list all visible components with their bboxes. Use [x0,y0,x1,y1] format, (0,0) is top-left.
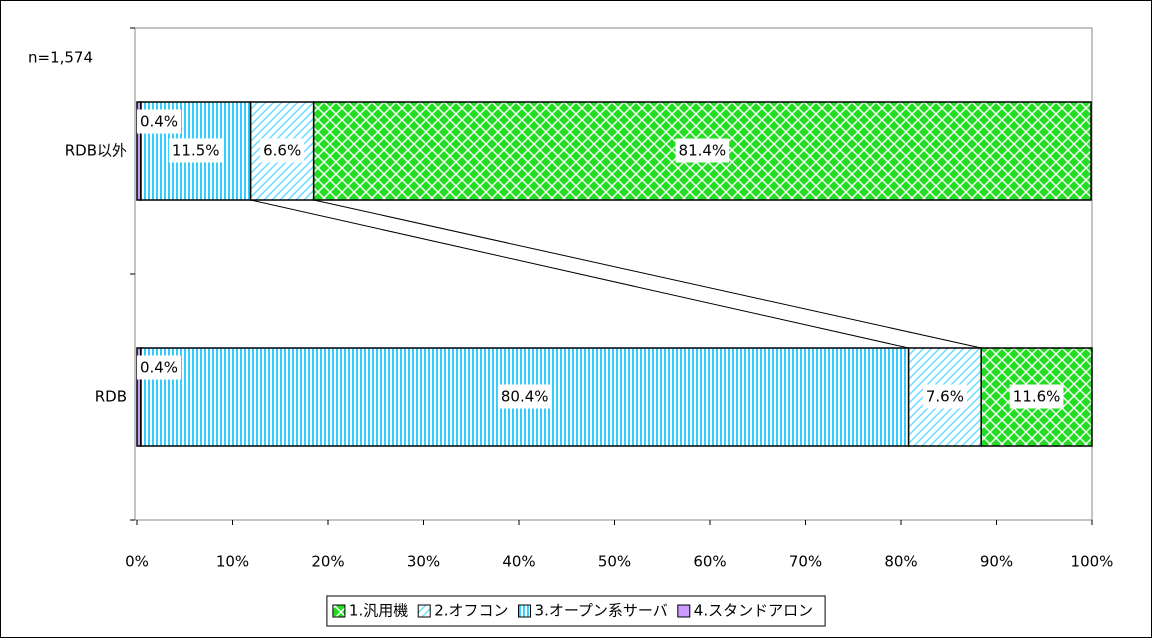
legend-box [326,595,826,627]
legend-swatch [518,604,532,618]
legend-label: 3.オープン系サーバ [535,602,668,620]
data-label-bg [1009,384,1064,409]
category-label: RDB [95,388,127,406]
data-label: 6.6% [263,142,301,160]
x-tick-label: 60% [693,553,726,571]
x-tick-label: 30% [407,553,440,571]
annotation: n=1,574 [28,49,93,67]
x-tick-label: 20% [311,553,344,571]
x-tick-label: 0% [125,553,149,571]
legend-label: 1.汎用機 [349,602,408,620]
x-tick-label: 90% [980,553,1013,571]
x-tick-label: 40% [502,553,535,571]
data-label: 7.6% [926,388,964,406]
data-label-bg [136,109,182,134]
data-label-bg [922,384,967,409]
data-label-bg [260,138,305,163]
x-tick-label: 70% [789,553,822,571]
data-label-bg [675,138,730,163]
data-label-bg [497,384,552,409]
category-label: RDB以外 [65,142,127,160]
x-tick-label: 80% [884,553,917,571]
legend: 1.汎用機 2.オフコン 3.オープン系サーバ 4.スタンドアロン [326,595,826,627]
x-tick-label: 50% [598,553,631,571]
data-label: 0.4% [140,113,178,131]
data-label-bg [168,138,223,163]
legend-swatch [417,604,431,618]
series-line [313,199,982,349]
data-label: 80.4% [501,388,549,406]
series-line [250,199,909,349]
data-label: 11.6% [1013,388,1061,406]
legend-label: 4.スタンドアロン [694,602,813,620]
legend-label: 2.オフコン [434,602,508,620]
legend-swatch [677,604,691,618]
data-label: 0.4% [140,359,178,377]
x-tick-label: 100% [1071,553,1114,571]
x-tick-label: 10% [216,553,249,571]
data-label: 11.5% [172,142,220,160]
data-label: 81.4% [679,142,727,160]
legend-swatch [332,604,346,618]
data-label-bg [136,355,182,380]
